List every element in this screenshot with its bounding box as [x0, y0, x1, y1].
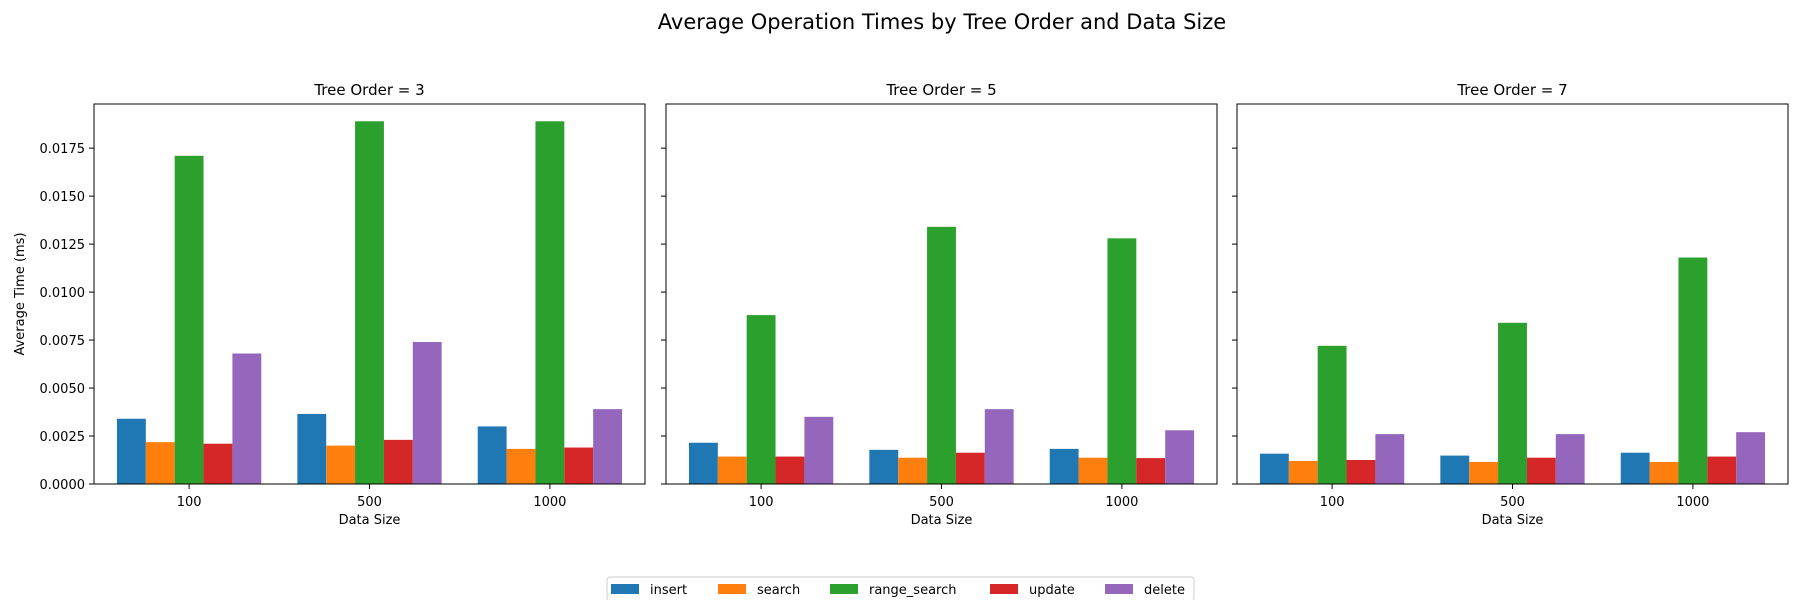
x-axis-label: Data Size	[339, 513, 401, 528]
bar-insert-100	[1259, 453, 1289, 484]
bar-update-1000	[1707, 456, 1737, 484]
legend-label-delete: delete	[1144, 583, 1185, 598]
bar-delete-1000	[1736, 432, 1766, 484]
bar-delete-100	[1375, 434, 1405, 484]
bar-insert-100	[688, 442, 718, 484]
bar-update-500	[383, 439, 413, 484]
bar-range_search-1000	[1107, 238, 1137, 484]
y-tick-label: 0.0150	[40, 190, 86, 205]
figure-title: Average Operation Times by Tree Order an…	[658, 10, 1226, 34]
legend-label-update: update	[1029, 583, 1075, 598]
x-tick-label: 100	[1320, 495, 1345, 510]
bar-insert-500	[869, 449, 899, 484]
y-tick-label: 0.0075	[40, 334, 86, 349]
legend-label-range_search: range_search	[869, 583, 956, 598]
y-tick-label: 0.0000	[40, 478, 86, 493]
bars	[116, 121, 623, 484]
bar-delete-500	[412, 341, 442, 484]
subplot-1: 0.0000 0.0025 0.0050 0.0075 0.0100 0.0125 0.01…	[13, 81, 646, 528]
y-tick-label: 0.0050	[40, 382, 86, 397]
legend-swatch-delete	[1105, 584, 1133, 594]
x-tick-label: 100	[177, 495, 202, 510]
bar-search-1000	[1078, 457, 1108, 484]
bar-range_search-100	[174, 155, 204, 484]
legend-label-search: search	[757, 583, 800, 598]
bar-delete-1000	[1165, 430, 1195, 484]
subplot-title: Tree Order = 7	[1456, 81, 1567, 99]
bar-search-100	[145, 442, 175, 484]
legend-swatch-insert	[611, 584, 639, 594]
legend-swatch-range_search	[830, 584, 858, 594]
bar-search-500	[898, 457, 928, 484]
bar-range_search-100	[1317, 345, 1347, 484]
y-tick-label: 0.0175	[40, 142, 86, 157]
bar-delete-1000	[593, 409, 623, 484]
x-tick-label: 1000	[1676, 495, 1709, 510]
bar-range_search-500	[355, 121, 384, 484]
legend-swatch-search	[718, 584, 746, 594]
bar-delete-500	[1555, 434, 1585, 484]
bar-range_search-1000	[535, 121, 565, 484]
bar-search-500	[1469, 461, 1499, 484]
x-tick-label: 500	[929, 495, 954, 510]
bar-insert-1000	[477, 426, 507, 484]
bar-search-100	[1288, 460, 1318, 484]
x-tick-label: 100	[749, 495, 774, 510]
subplot-title: Tree Order = 3	[313, 81, 424, 99]
subplot-2: 100 500 1000 Tree Order = 5 Data Size	[661, 81, 1218, 528]
y-tick-label: 0.0025	[40, 430, 86, 445]
x-tick-label: 500	[357, 495, 382, 510]
bar-range_search-500	[1498, 322, 1527, 484]
subplots: 0.0000 0.0025 0.0050 0.0075 0.0100 0.0125 0.01…	[13, 81, 1789, 528]
x-tick-label: 1000	[1105, 495, 1138, 510]
bars	[1259, 257, 1766, 484]
x-axis-label: Data Size	[911, 513, 973, 528]
legend-frame	[606, 576, 1195, 600]
bar-range_search-100	[746, 315, 776, 484]
bar-range_search-1000	[1678, 257, 1708, 484]
subplot-title: Tree Order = 5	[885, 81, 996, 99]
x-tick-label: 500	[1500, 495, 1525, 510]
legend-label-insert: insert	[650, 583, 687, 598]
bar-delete-500	[984, 409, 1014, 484]
bars	[688, 226, 1195, 484]
bar-update-1000	[564, 447, 594, 484]
bar-update-1000	[1136, 458, 1166, 484]
bar-insert-1000	[1049, 448, 1079, 484]
bar-search-1000	[1649, 461, 1679, 484]
bar-delete-100	[804, 416, 834, 484]
bar-delete-100	[232, 353, 262, 484]
bar-search-1000	[506, 448, 536, 484]
legend: insert search range_search update delete	[606, 576, 1195, 600]
bar-search-500	[326, 445, 356, 484]
bar-update-100	[1346, 460, 1376, 484]
y-axis-label: Average Time (ms)	[13, 232, 28, 355]
x-axis-label: Data Size	[1482, 513, 1544, 528]
subplot-3: 100 500 1000 Tree Order = 7 Data Size	[1232, 81, 1789, 528]
x-tick-label: 1000	[533, 495, 566, 510]
bar-update-500	[955, 452, 985, 484]
bar-search-100	[717, 456, 747, 484]
bar-insert-500	[1440, 455, 1470, 484]
y-tick-label: 0.0125	[40, 238, 86, 253]
bar-insert-500	[297, 413, 327, 484]
bar-insert-1000	[1620, 452, 1650, 484]
bar-range_search-500	[927, 226, 956, 484]
legend-swatch-update	[990, 584, 1018, 594]
bar-update-500	[1526, 457, 1556, 484]
bar-insert-100	[116, 418, 146, 484]
bar-update-100	[203, 443, 233, 484]
y-tick-label: 0.0100	[40, 286, 86, 301]
bar-update-100	[775, 456, 805, 484]
